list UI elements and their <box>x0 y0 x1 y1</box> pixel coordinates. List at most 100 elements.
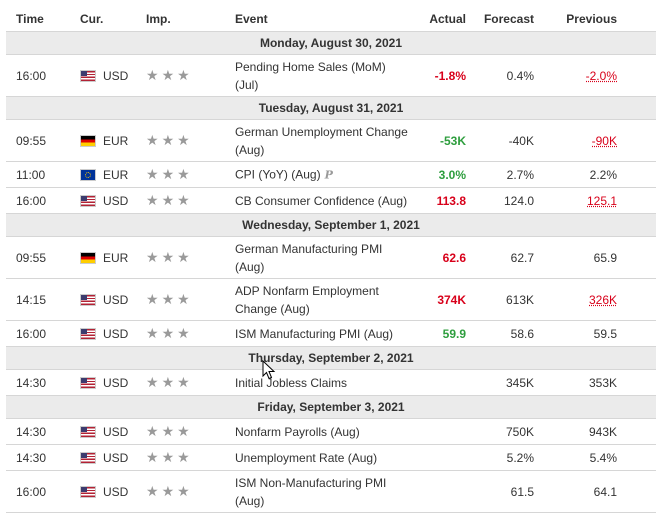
event-actual: 3.0% <box>438 167 466 182</box>
event-name-line: Change (Aug) <box>235 301 310 316</box>
germany-flag-icon <box>81 135 95 146</box>
star-icon: ★ <box>146 374 159 391</box>
event-name-line: Initial Jobless Claims <box>235 375 348 390</box>
event-name-line: German Unemployment Change <box>235 124 408 139</box>
star-icon: ★ <box>146 449 159 466</box>
table-row[interactable]: 09:55 EUR ★ ★ ★ German Manufacturing PMI (Aug)… <box>6 237 656 279</box>
importance-stars: ★ ★ ★ <box>146 168 190 182</box>
event-forecast: 5.2% <box>506 450 534 465</box>
event-previous[interactable]: -2.0% <box>585 68 617 83</box>
event-forecast: 2.7% <box>506 167 534 182</box>
event-name-line: ISM Non-Manufacturing PMI <box>235 475 387 490</box>
table-row[interactable]: 16:00 USD ★ ★ ★ CB Consumer Confidence (Aug) 1… <box>6 188 656 214</box>
importance-stars: ★ ★ ★ <box>146 69 190 83</box>
event-name[interactable]: ADP Nonfarm Employment Change (Aug) <box>235 282 435 318</box>
day-header: Wednesday, September 1, 2021 <box>6 214 656 237</box>
event-name[interactable]: ISM Manufacturing PMI (Aug) <box>235 325 435 343</box>
importance-stars: ★ ★ ★ <box>146 293 190 307</box>
event-name[interactable]: CB Consumer Confidence (Aug) <box>235 192 435 210</box>
header-currency: Cur. <box>80 12 104 26</box>
event-name[interactable]: German Unemployment Change (Aug) <box>235 123 435 159</box>
star-icon: ★ <box>177 291 190 308</box>
day-header: Friday, September 3, 2021 <box>6 396 656 419</box>
star-icon: ★ <box>177 483 190 500</box>
event-time: 14:30 <box>16 450 47 465</box>
day-header: Thursday, September 2, 2021 <box>6 347 656 370</box>
event-name-line: German Manufacturing PMI <box>235 241 383 256</box>
star-icon: ★ <box>161 423 175 440</box>
star-icon: ★ <box>161 325 175 342</box>
table-row[interactable]: 14:30 USD ★ ★ ★ Nonfarm Payrolls (Aug) 750K 943… <box>6 419 656 445</box>
event-time: 14:30 <box>16 375 47 390</box>
table-row[interactable]: 16:00 USD ★ ★ ★ ISM Manufacturing PMI (Aug) 59… <box>6 321 656 347</box>
us-flag-icon <box>81 377 95 388</box>
event-previous: 64.1 <box>593 484 617 499</box>
star-icon: ★ <box>177 67 190 84</box>
header-forecast: Forecast <box>483 12 534 26</box>
table-row[interactable]: 14:30 USD ★ ★ ★ Initial Jobless Claims 345K 353… <box>6 370 656 396</box>
event-currency: EUR <box>103 167 129 182</box>
event-name-line: (Aug) <box>235 142 265 157</box>
event-actual: 59.9 <box>442 326 466 341</box>
star-icon: ★ <box>146 132 159 149</box>
event-forecast: 124.0 <box>503 193 534 208</box>
event-currency: EUR <box>103 250 129 265</box>
event-name-line: Pending Home Sales (MoM) <box>235 59 386 74</box>
event-name-line: CPI (YoY) (Aug) <box>235 167 321 181</box>
event-name[interactable]: German Manufacturing PMI (Aug) <box>235 240 435 276</box>
day-header: Tuesday, August 31, 2021 <box>6 97 656 120</box>
event-previous[interactable]: -90K <box>591 133 617 148</box>
star-icon: ★ <box>177 325 190 342</box>
event-actual: -1.8% <box>434 68 466 83</box>
event-currency: EUR <box>103 133 129 148</box>
event-time: 09:55 <box>16 250 47 265</box>
table-row[interactable]: 14:30 USD ★ ★ ★ Unemployment Rate (Aug) 5.2% 5.… <box>6 445 656 471</box>
event-actual: 62.6 <box>442 250 466 265</box>
event-name[interactable]: ISM Non-Manufacturing PMI (Aug) <box>235 474 435 510</box>
star-icon: ★ <box>146 325 159 342</box>
event-previous: 5.4% <box>589 450 617 465</box>
event-currency: USD <box>103 484 129 499</box>
us-flag-icon <box>81 294 95 305</box>
preliminary-icon: P <box>324 168 333 181</box>
event-previous: 353K <box>588 375 617 390</box>
event-currency: USD <box>103 424 129 439</box>
table-row[interactable]: 14:15 USD ★ ★ ★ ADP Nonfarm Employment Change … <box>6 279 656 321</box>
star-icon: ★ <box>161 374 175 391</box>
header-importance: Imp. <box>146 12 171 26</box>
mouse-cursor-icon <box>262 360 276 380</box>
star-icon: ★ <box>177 132 190 149</box>
event-name-line: ADP Nonfarm Employment <box>235 283 379 298</box>
event-forecast: 0.4% <box>506 68 534 83</box>
event-name-line: Nonfarm Payrolls (Aug) <box>235 424 360 439</box>
event-name[interactable]: Unemployment Rate (Aug) <box>235 449 435 467</box>
star-icon: ★ <box>177 192 190 209</box>
header-previous: Previous <box>566 12 617 26</box>
us-flag-icon <box>81 452 95 463</box>
table-row[interactable]: 16:00 USD ★ ★ ★ ISM Non-Manufacturing PMI (Aug… <box>6 471 656 513</box>
star-icon: ★ <box>146 483 159 500</box>
us-flag-icon <box>81 70 95 81</box>
day-header: Monday, August 30, 2021 <box>6 32 656 55</box>
table-row[interactable]: 16:00 USD ★ ★ ★ Pending Home Sales (MoM) (Jul)… <box>6 55 656 97</box>
event-name[interactable]: Initial Jobless Claims <box>235 374 435 392</box>
event-name[interactable]: Pending Home Sales (MoM) (Jul) <box>235 58 435 94</box>
star-icon: ★ <box>177 166 190 183</box>
event-forecast: -40K <box>508 133 534 148</box>
event-previous[interactable]: 326K <box>588 292 617 307</box>
star-icon: ★ <box>161 449 175 466</box>
event-forecast: 58.6 <box>510 326 534 341</box>
event-name[interactable]: Nonfarm Payrolls (Aug) <box>235 423 435 441</box>
germany-flag-icon <box>81 252 95 263</box>
table-row[interactable]: 11:00 EUR ★ ★ ★ CPI (YoY) (Aug) P 3.0% 2.7% 2.2% <box>6 162 656 188</box>
star-icon: ★ <box>177 374 190 391</box>
event-name[interactable]: CPI (YoY) (Aug) P <box>235 165 435 184</box>
star-icon: ★ <box>177 423 190 440</box>
star-icon: ★ <box>161 249 175 266</box>
event-previous[interactable]: 125.1 <box>586 193 617 208</box>
star-icon: ★ <box>146 291 159 308</box>
star-icon: ★ <box>161 291 175 308</box>
importance-stars: ★ ★ ★ <box>146 485 190 499</box>
star-icon: ★ <box>146 249 159 266</box>
table-row[interactable]: 09:55 EUR ★ ★ ★ German Unemployment Change (Au… <box>6 120 656 162</box>
